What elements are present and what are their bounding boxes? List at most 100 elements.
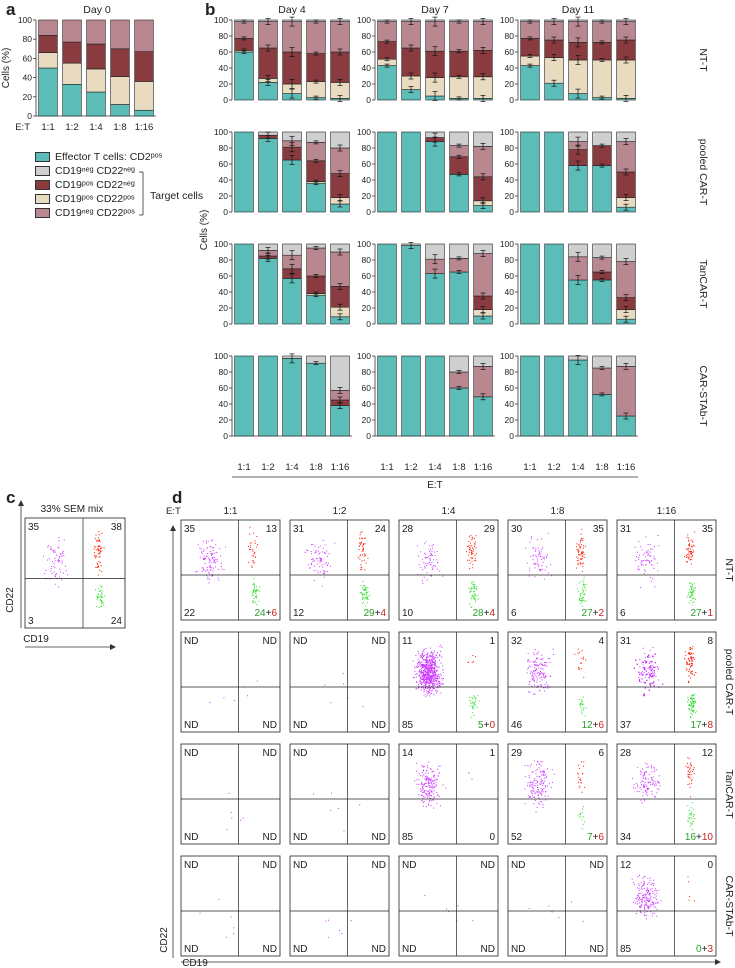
event-dot xyxy=(437,652,439,654)
event-dot xyxy=(542,780,544,782)
event-dot xyxy=(548,905,550,907)
event-dot xyxy=(529,796,531,798)
legend: Effector T cells: CD2ᵖᵒˢ CD19ⁿᵉᵍ CD22ⁿᵉᵍ… xyxy=(35,150,162,220)
event-dot xyxy=(429,680,431,682)
event-dot xyxy=(104,595,106,597)
event-dot xyxy=(61,562,63,564)
event-dot xyxy=(657,570,659,572)
event-dot xyxy=(432,544,434,546)
event-dot xyxy=(690,814,692,816)
event-dot xyxy=(529,567,531,569)
event-dot xyxy=(416,770,418,772)
event-dot xyxy=(54,551,56,553)
event-dot xyxy=(49,548,51,550)
event-dot xyxy=(543,673,545,675)
y-tick-label: 40 xyxy=(505,287,515,297)
event-dot xyxy=(430,679,432,681)
event-dot xyxy=(579,593,581,595)
event-dot xyxy=(541,565,543,567)
event-dot xyxy=(533,654,535,656)
event-dot xyxy=(202,550,204,552)
event-dot xyxy=(579,785,581,787)
event-dot xyxy=(533,678,535,680)
event-dot xyxy=(425,657,427,659)
event-dot xyxy=(101,600,103,602)
event-dot xyxy=(59,557,61,559)
event-dot xyxy=(536,769,538,771)
event-dot xyxy=(426,657,428,659)
event-dot xyxy=(538,564,540,566)
event-dot xyxy=(431,689,433,691)
event-dot xyxy=(649,893,651,895)
event-dot xyxy=(426,661,428,663)
event-dot xyxy=(691,811,693,813)
bar-segment-effector xyxy=(401,131,421,213)
event-dot xyxy=(431,677,433,679)
event-dot xyxy=(437,794,439,796)
event-dot xyxy=(431,674,433,676)
y-tick-label: 0 xyxy=(366,207,371,217)
event-dot xyxy=(423,659,425,661)
event-dot xyxy=(652,784,654,786)
event-dot xyxy=(547,572,549,574)
event-dot xyxy=(649,906,651,908)
y-tick-label: 80 xyxy=(362,143,372,153)
panel-c-y-arrowhead xyxy=(18,500,24,506)
y-tick-label: 60 xyxy=(219,271,229,281)
event-dot xyxy=(319,552,321,554)
event-dot xyxy=(529,672,531,674)
event-dot xyxy=(640,799,642,801)
event-dot xyxy=(304,552,306,554)
event-dot xyxy=(362,549,364,551)
event-dot xyxy=(641,900,643,902)
event-dot xyxy=(547,554,549,556)
event-dot xyxy=(536,791,538,793)
event-dot xyxy=(538,797,540,799)
event-dot xyxy=(469,705,471,707)
event-dot xyxy=(429,656,431,658)
event-dot xyxy=(540,800,542,802)
event-dot xyxy=(532,771,534,773)
event-dot xyxy=(424,556,426,558)
event-dot xyxy=(651,771,653,773)
event-dot xyxy=(423,694,425,696)
event-dot xyxy=(649,561,651,563)
event-dot xyxy=(643,880,645,882)
event-dot xyxy=(439,666,441,668)
event-dot xyxy=(58,555,60,557)
event-dot xyxy=(650,911,652,913)
event-dot xyxy=(319,545,321,547)
bar-segment-effector xyxy=(425,273,445,325)
event-dot xyxy=(432,682,434,684)
event-dot xyxy=(690,550,692,552)
event-dot xyxy=(688,602,690,604)
event-dot xyxy=(643,681,645,683)
event-dot xyxy=(432,672,434,674)
event-dot xyxy=(533,652,535,654)
y-tick-label: 0 xyxy=(509,431,514,441)
quadrant-tr-value: 29 xyxy=(484,524,496,535)
event-dot xyxy=(579,651,581,653)
event-dot xyxy=(640,904,642,906)
event-dot xyxy=(426,665,428,667)
event-dot xyxy=(541,654,543,656)
event-dot xyxy=(422,797,424,799)
event-dot xyxy=(468,536,470,538)
event-dot xyxy=(633,881,635,883)
event-dot xyxy=(364,593,366,595)
event-dot xyxy=(643,906,645,908)
event-dot xyxy=(54,567,56,569)
event-dot xyxy=(101,597,103,599)
event-dot xyxy=(645,536,647,538)
event-dot xyxy=(545,675,547,677)
event-dot xyxy=(691,664,693,666)
event-dot xyxy=(689,786,691,788)
event-dot xyxy=(429,683,431,685)
quadrant-br-green: 16 xyxy=(685,832,697,843)
event-dot xyxy=(428,668,430,670)
event-dot xyxy=(552,648,554,650)
quadrant-bl-value: 46 xyxy=(511,720,523,731)
event-dot xyxy=(684,556,686,558)
event-dot xyxy=(58,559,60,561)
y-tick-label: 20 xyxy=(362,191,372,201)
